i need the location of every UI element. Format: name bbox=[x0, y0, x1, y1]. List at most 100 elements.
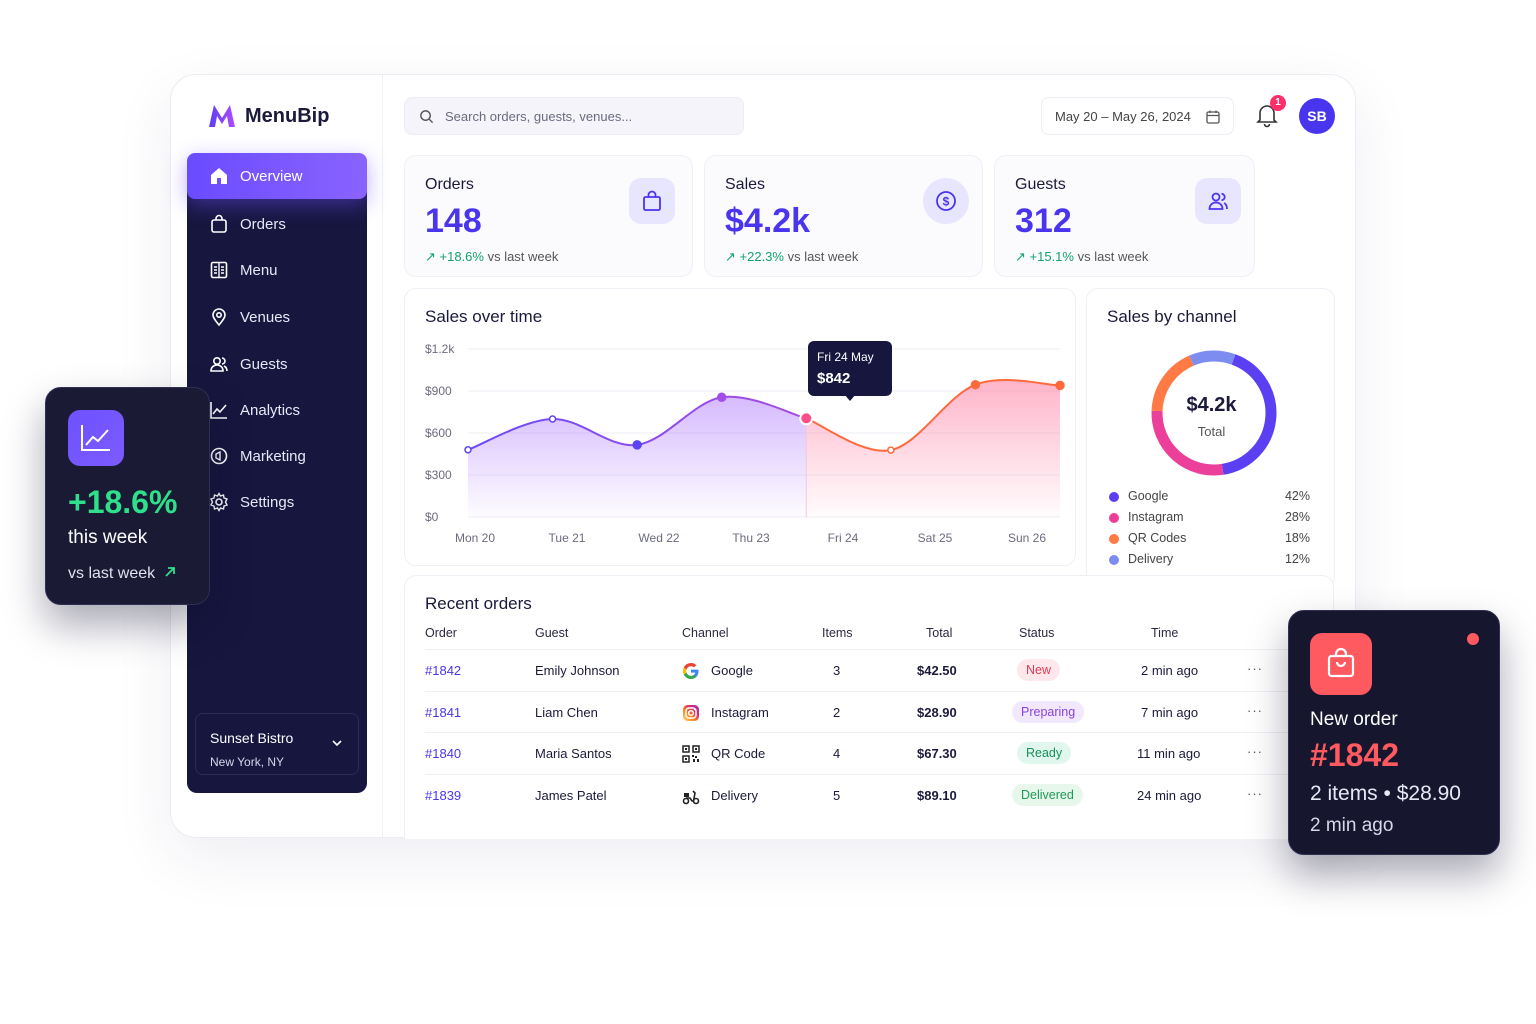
weekly-growth-value: +18.6% bbox=[68, 484, 178, 520]
pie-slice[interactable] bbox=[1221, 354, 1277, 475]
guest-name: Emily Johnson bbox=[535, 663, 620, 678]
search-icon bbox=[420, 110, 434, 124]
table-row[interactable]: #1842 Emily Johnson Google 3 $42.50 New 2 min … bbox=[425, 649, 1305, 690]
legend-value: 28% bbox=[1284, 510, 1310, 524]
data-point[interactable] bbox=[464, 446, 472, 454]
data-point[interactable] bbox=[632, 440, 642, 450]
google-icon bbox=[683, 663, 699, 679]
sidebar-pane: MenuBip Overview Orders Menu Venues Gues… bbox=[171, 75, 383, 837]
table-row[interactable]: #1839 James Patel Delivery 5 $89.10 Delivered… bbox=[425, 773, 1305, 815]
y-tick-label: $1.2k bbox=[425, 342, 455, 356]
order-number[interactable]: #1842 bbox=[425, 663, 462, 678]
data-point[interactable] bbox=[548, 415, 557, 423]
date-range-picker[interactable]: May 20 – May 26, 2024 bbox=[1041, 97, 1234, 135]
sidebar-item-label: Orders bbox=[240, 215, 286, 233]
order-number[interactable]: #1839 bbox=[425, 787, 462, 803]
sidebar-item-overview[interactable]: Overview bbox=[187, 153, 367, 199]
user-avatar[interactable]: SB bbox=[1299, 98, 1335, 134]
kpi-value: $4.2k bbox=[725, 202, 811, 240]
data-point[interactable] bbox=[970, 379, 981, 390]
sidebar-item-label: Menu bbox=[240, 261, 278, 279]
pie-slice[interactable] bbox=[1151, 410, 1224, 476]
data-point[interactable] bbox=[1055, 380, 1065, 391]
dollar-coin-icon: $ bbox=[936, 191, 956, 211]
kpi-card-orders[interactable]: Orders 148 ↗ +18.6% vs last week bbox=[404, 155, 693, 277]
table-row[interactable]: #1841 Liam Chen Instagram 2 $28.90 Preparing 7… bbox=[425, 690, 1305, 732]
legend-label: QR Codes bbox=[1128, 531, 1187, 545]
row-more-button[interactable]: ··· bbox=[1247, 785, 1263, 801]
channel-donut-chart[interactable] bbox=[1087, 329, 1336, 529]
column-header-status[interactable]: Status bbox=[1019, 626, 1055, 640]
chart-tooltip: Fri 24 May $842 bbox=[808, 341, 892, 401]
status-badge: Ready bbox=[1017, 742, 1072, 764]
weekly-growth-card: +18.6% this week vs last week bbox=[45, 387, 210, 605]
status-badge: New bbox=[1017, 659, 1061, 681]
pie-slice[interactable] bbox=[1151, 355, 1194, 412]
gear-icon bbox=[210, 492, 228, 512]
venue-switcher[interactable]: Sunset Bistro New York, NY bbox=[195, 713, 359, 775]
kpi-delta: ↗ +18.6% vs last week bbox=[425, 249, 559, 264]
sidebar-item-menu[interactable]: Menu bbox=[187, 247, 367, 293]
weekly-growth-label: this week bbox=[68, 527, 148, 548]
app-logo[interactable]: MenuBip bbox=[207, 103, 329, 129]
order-number[interactable]: #1841 bbox=[425, 704, 462, 720]
y-tick-label: $0 bbox=[425, 510, 439, 524]
kpi-card-sales[interactable]: Sales $4.2k ↗ +22.3% vs last week $ bbox=[704, 155, 983, 277]
line-chart-icon bbox=[210, 402, 227, 419]
home-icon bbox=[211, 168, 227, 184]
logo-icon bbox=[209, 105, 235, 127]
table-row[interactable]: #1840 Maria Santos QR Code 4 $67.30 Ready 11 m… bbox=[425, 732, 1305, 773]
sidebar-item-guests[interactable]: Guests bbox=[187, 341, 367, 387]
sidebar-item-label: Settings bbox=[240, 493, 295, 511]
sidebar-item-settings[interactable]: Settings bbox=[187, 479, 367, 525]
column-header-order[interactable]: Order bbox=[425, 626, 457, 640]
toast-order-time: 2 min ago bbox=[1310, 815, 1394, 836]
area-fill-first bbox=[468, 396, 807, 517]
new-order-toast[interactable]: New order #1842 2 items • $28.90 2 min a… bbox=[1288, 610, 1500, 855]
sidebar-item-label: Analytics bbox=[240, 401, 301, 419]
sidebar-item-orders[interactable]: Orders bbox=[187, 201, 367, 247]
column-header-guest[interactable]: Guest bbox=[535, 626, 569, 640]
search-bar[interactable] bbox=[404, 97, 744, 135]
column-header-time[interactable]: Time bbox=[1151, 626, 1179, 640]
sidebar-item-label: Venues bbox=[240, 308, 291, 326]
menu-book-icon bbox=[210, 261, 228, 279]
highlight-point[interactable] bbox=[799, 411, 814, 426]
bag-icon bbox=[643, 190, 661, 211]
kpi-delta-value: +15.1% bbox=[1029, 249, 1074, 264]
area-fill-second bbox=[806, 380, 1060, 517]
legend-swatch bbox=[1109, 492, 1119, 502]
row-more-button[interactable]: ··· bbox=[1247, 744, 1263, 759]
kpi-card-guests[interactable]: Guests 312 ↗ +15.1% vs last week bbox=[994, 155, 1255, 277]
column-header-items[interactable]: Items bbox=[822, 626, 853, 640]
pie-slice[interactable] bbox=[1189, 350, 1236, 366]
channel-label: Delivery bbox=[711, 787, 758, 803]
x-tick-label: Thu 23 bbox=[732, 531, 770, 545]
guest-name: Liam Chen bbox=[535, 704, 598, 720]
calendar-icon bbox=[1206, 110, 1220, 124]
data-point[interactable] bbox=[887, 446, 895, 454]
column-header-channel[interactable]: Channel bbox=[682, 626, 729, 640]
legend-value: 42% bbox=[1284, 489, 1310, 503]
row-more-button[interactable]: ··· bbox=[1247, 702, 1263, 718]
users-icon bbox=[1208, 192, 1228, 210]
guest-name: James Patel bbox=[535, 787, 607, 803]
search-input[interactable] bbox=[445, 98, 735, 134]
row-more-button[interactable]: ··· bbox=[1247, 661, 1263, 676]
chart-title: Sales over time bbox=[425, 307, 543, 326]
data-point[interactable] bbox=[716, 392, 727, 403]
column-header-total[interactable]: Total bbox=[926, 626, 953, 640]
item-count: 2 bbox=[833, 704, 841, 720]
sidebar-item-label: Guests bbox=[240, 355, 288, 373]
order-number[interactable]: #1840 bbox=[425, 746, 462, 761]
megaphone-icon bbox=[210, 447, 228, 465]
sidebar-item-analytics[interactable]: Analytics bbox=[187, 387, 367, 433]
sidebar-item-label: Overview bbox=[240, 167, 303, 185]
chart-title: Sales by channel bbox=[1107, 307, 1237, 326]
line-chart-icon bbox=[81, 425, 110, 451]
sales-area-chart[interactable]: $0 $300 $600 $900 $1.2k Mon 20 Tue 21 Wed 22 Th… bbox=[405, 289, 1077, 567]
sidebar-item-marketing[interactable]: Marketing bbox=[187, 433, 367, 479]
sidebar-item-venues[interactable]: Venues bbox=[187, 294, 367, 340]
toast-title: New order bbox=[1310, 709, 1398, 730]
venue-city: New York, NY bbox=[210, 755, 285, 769]
